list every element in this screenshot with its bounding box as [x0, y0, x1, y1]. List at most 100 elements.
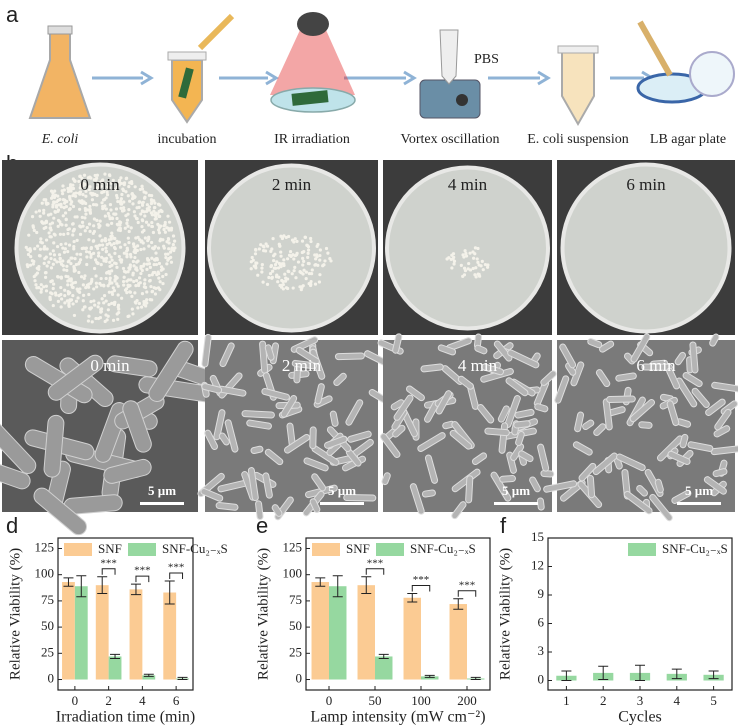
bacterium	[295, 346, 320, 365]
colony	[92, 239, 96, 243]
colony	[115, 276, 119, 280]
colony	[49, 256, 53, 261]
colony	[50, 292, 54, 296]
colony	[112, 241, 116, 246]
colony	[47, 260, 51, 264]
colony	[87, 188, 91, 192]
colony	[49, 189, 54, 193]
bacterium	[409, 483, 425, 515]
colony	[34, 283, 38, 287]
colony	[44, 271, 48, 275]
bacterium	[587, 338, 603, 349]
colony	[35, 266, 39, 270]
bacterium	[641, 363, 673, 371]
colony	[263, 249, 268, 253]
colony	[78, 186, 82, 190]
colony	[65, 200, 69, 204]
significance-bracket	[411, 585, 431, 592]
colony	[267, 275, 271, 280]
colony	[318, 248, 322, 252]
colony	[140, 203, 145, 207]
colony	[50, 279, 54, 283]
colony	[78, 258, 83, 262]
colony	[114, 212, 118, 216]
y-tick-label: 6	[538, 614, 545, 629]
colony	[125, 221, 129, 225]
bar	[163, 592, 177, 680]
bacterium	[47, 354, 104, 401]
colony	[102, 301, 106, 305]
colony	[110, 221, 114, 225]
colony	[155, 258, 159, 262]
step-label: Vortex oscillation	[401, 132, 500, 147]
colony	[167, 247, 171, 251]
colony	[125, 218, 130, 222]
significance-bracket	[101, 568, 116, 575]
colony	[150, 273, 154, 277]
significance: ***	[134, 565, 151, 577]
bacterium	[490, 471, 512, 502]
colony	[48, 295, 52, 299]
colony	[112, 236, 116, 240]
colony	[141, 264, 145, 268]
colony	[103, 172, 107, 176]
colony	[26, 248, 30, 252]
bacterium	[255, 500, 264, 521]
colony	[42, 211, 46, 215]
bacterium	[246, 419, 272, 430]
time-label: 4 min	[448, 175, 488, 194]
colony	[67, 301, 71, 306]
colony	[149, 211, 153, 215]
colony	[141, 200, 145, 204]
x-tick-label: 100	[411, 693, 431, 708]
bacterium	[666, 400, 680, 427]
colony	[147, 208, 151, 212]
bacterium	[343, 494, 377, 502]
bacterium	[515, 430, 525, 447]
knob	[456, 94, 468, 106]
colony	[154, 251, 158, 255]
colony	[44, 198, 48, 202]
colony	[81, 192, 85, 197]
bacterium	[679, 433, 689, 449]
step-label: E. coli	[41, 132, 79, 147]
bacterium	[334, 352, 365, 361]
colony	[107, 185, 111, 190]
x-tick-label: 0	[326, 693, 333, 708]
bacterium	[122, 400, 152, 453]
colony	[66, 283, 70, 287]
bacterium	[457, 375, 474, 390]
colony	[310, 268, 314, 272]
colony	[61, 246, 65, 250]
colony	[125, 255, 129, 259]
colony	[122, 251, 126, 255]
colony	[131, 242, 136, 246]
sample	[178, 67, 194, 99]
bacterium	[250, 445, 264, 455]
colony	[53, 189, 57, 193]
colony	[158, 203, 162, 207]
colony	[109, 255, 113, 259]
colony	[73, 257, 77, 261]
colony	[117, 183, 121, 187]
error-bar	[177, 676, 188, 681]
error-bar	[361, 576, 372, 595]
colony	[29, 254, 33, 259]
colony	[74, 262, 78, 267]
colony	[128, 181, 132, 185]
bacterium	[471, 452, 488, 466]
colony	[119, 260, 123, 264]
colony	[148, 278, 152, 283]
colony	[166, 214, 170, 218]
colony	[136, 244, 140, 248]
colony	[88, 204, 92, 209]
colony	[101, 190, 106, 194]
bar	[403, 597, 421, 680]
colony	[303, 235, 308, 239]
colony	[59, 276, 63, 280]
colony	[80, 215, 84, 220]
colony	[62, 250, 67, 254]
bacterium	[615, 372, 637, 382]
colony	[113, 251, 117, 255]
y-tick-label: 50	[289, 618, 302, 633]
